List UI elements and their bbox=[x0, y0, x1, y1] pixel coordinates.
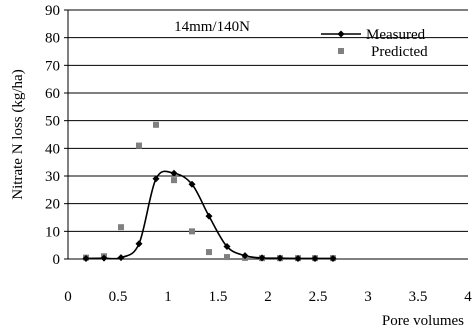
measured-point bbox=[258, 254, 266, 262]
x-tick-labels: 0 0.5 1 1.5 2 2.5 3 3.5 4 bbox=[64, 289, 472, 305]
measured-point bbox=[223, 243, 231, 251]
predicted-point bbox=[136, 142, 142, 149]
x-axis-title: Pore volumes bbox=[382, 313, 464, 329]
measured-point bbox=[188, 180, 196, 188]
legend-predicted-marker bbox=[338, 48, 344, 54]
x-tick-label: 1 bbox=[164, 289, 172, 305]
predicted-point bbox=[224, 254, 230, 261]
x-tick-label: 1.5 bbox=[209, 289, 228, 305]
x-tick-label: 0 bbox=[64, 289, 72, 305]
predicted-point bbox=[153, 121, 159, 128]
axes bbox=[64, 9, 468, 260]
gridlines bbox=[68, 9, 468, 232]
measured-point bbox=[152, 175, 160, 183]
x-tick-label: 2 bbox=[264, 289, 272, 305]
legend-measured-label: Measured bbox=[366, 27, 426, 43]
measured-point bbox=[117, 254, 125, 262]
y-tick-label: 20 bbox=[45, 197, 60, 213]
predicted-point bbox=[171, 177, 177, 184]
y-tick-label: 50 bbox=[45, 114, 60, 130]
y-axis-title: Nitrate N loss (kg/ha) bbox=[10, 69, 26, 199]
y-tick-label: 80 bbox=[45, 31, 60, 47]
predicted-point bbox=[189, 228, 195, 235]
measured-point bbox=[100, 254, 108, 262]
x-tick-label: 2.5 bbox=[309, 289, 328, 305]
measured-point bbox=[329, 254, 337, 262]
y-tick-label: 40 bbox=[45, 141, 60, 157]
x-tick-label: 4 bbox=[464, 289, 472, 305]
y-tick-label: 30 bbox=[45, 169, 60, 185]
predicted-point bbox=[206, 249, 212, 256]
y-tick-label: 0 bbox=[53, 252, 61, 268]
x-tick-label: 3.5 bbox=[409, 289, 428, 305]
y-tick-labels: 0 10 20 30 40 50 60 70 80 90 bbox=[45, 3, 60, 268]
measured-point bbox=[276, 254, 284, 262]
y-tick-label: 90 bbox=[45, 3, 60, 19]
y-tick-label: 70 bbox=[45, 58, 60, 74]
x-tick-label: 0.5 bbox=[109, 289, 128, 305]
measured-point bbox=[170, 169, 178, 177]
data-series bbox=[82, 121, 337, 262]
y-tick-label: 60 bbox=[45, 86, 60, 102]
legend-predicted-label: Predicted bbox=[371, 44, 428, 60]
measured-point bbox=[135, 240, 143, 248]
y-tick-label: 10 bbox=[45, 224, 60, 240]
measured-point bbox=[311, 254, 319, 262]
legend-measured-marker bbox=[337, 30, 345, 38]
measured-point bbox=[294, 254, 302, 262]
x-tick-label: 3 bbox=[364, 289, 372, 305]
measured-point bbox=[241, 252, 249, 260]
measured-point bbox=[82, 254, 90, 262]
chart-annotation: 14mm/140N bbox=[174, 19, 250, 35]
measured-point bbox=[205, 212, 213, 220]
legend: Measured Predicted bbox=[321, 27, 428, 60]
predicted-point bbox=[118, 224, 124, 231]
